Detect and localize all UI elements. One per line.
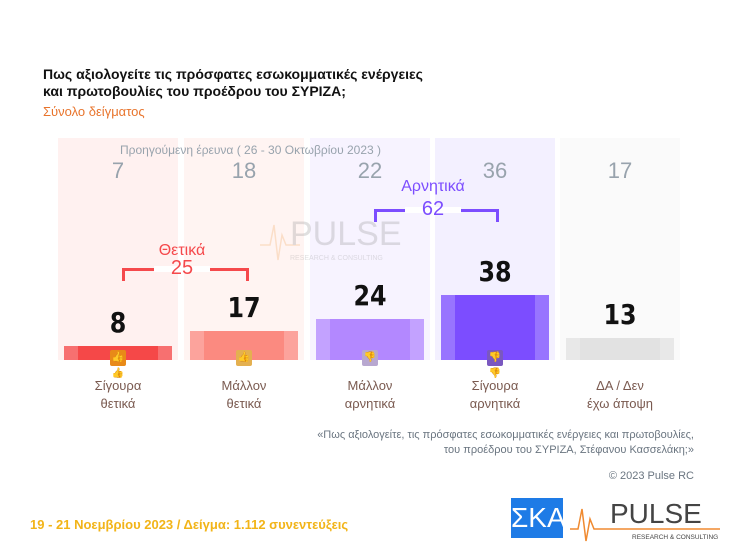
category-label: ΔΑ / Δεν έχω άποψη <box>560 377 680 413</box>
pulse-logo: PULSE RESEARCH & CONSULTING <box>570 498 720 542</box>
value-label: 38 <box>478 254 512 288</box>
pulse-watermark: PULSE RESEARCH & CONSULTING <box>260 215 402 262</box>
column-background <box>560 138 680 360</box>
previous-value: 36 <box>482 158 508 183</box>
category-label-line: Σίγουρα <box>471 378 519 393</box>
svg-text:PULSE: PULSE <box>290 215 402 253</box>
value-label: 17 <box>227 290 261 324</box>
bracket-gap <box>154 266 210 272</box>
bracket-gap <box>405 207 461 213</box>
double-thumbs-down-icon: 👎👎 <box>487 350 503 379</box>
category-label: Σίγουρα θετικά <box>58 377 178 413</box>
title-line-2: και πρωτοβουλίες του προέδρου του ΣΥΡΙΖΑ… <box>43 83 346 99</box>
group-label: Θετικά <box>158 242 206 259</box>
value-label: 24 <box>353 278 387 312</box>
question-quote: «Πως αξιολογείτε, τις πρόσφατες εσωκομμα… <box>317 428 694 458</box>
category-label-line: αρνητικά <box>469 396 521 411</box>
bar <box>566 337 674 360</box>
group-label: Αρνητικά <box>401 178 465 195</box>
group-total: 25 <box>170 257 194 279</box>
category-label: Σίγουρα αρνητικά <box>435 377 555 413</box>
value-label: 13 <box>603 297 637 331</box>
category-label: Μάλλον αρνητικά <box>310 377 430 413</box>
double-thumbs-up-icon: 👍👍 <box>110 350 126 379</box>
category-label: Μάλλον θετικά <box>184 377 304 413</box>
skai-logo: ΣΚΑΪ <box>511 498 573 538</box>
category-label-line: έχω άποψη <box>586 396 654 411</box>
category-label-line: θετικά <box>226 396 262 411</box>
value-label: 8 <box>109 306 127 340</box>
chart-subtitle: Σύνολο δείγματος <box>43 104 145 119</box>
previous-value: 7 <box>111 158 125 183</box>
previous-survey-label: Προηγούμενη έρευνα ( 26 - 30 Οκτωβρίου 2… <box>120 143 381 157</box>
survey-info: 19 - 21 Νοεμβρίου 2023 / Δείγμα: 1.112 σ… <box>30 517 349 532</box>
quote-line-1: «Πως αξιολογείτε, τις πρόσφατες εσωκομμα… <box>317 429 694 441</box>
copyright: © 2023 Pulse RC <box>608 470 694 482</box>
thumbs-down-icon: 👎 <box>362 350 378 366</box>
quote-line-2: του προέδρου του ΣΥΡΙΖΑ, Στέφανου Κασσελ… <box>443 444 694 456</box>
previous-value: 22 <box>357 158 383 183</box>
category-label-line: Μάλλον <box>221 378 267 393</box>
pulse-logo-subtext: RESEARCH & CONSULTING <box>632 534 718 541</box>
column-background <box>184 138 304 360</box>
category-label-line: θετικά <box>100 396 136 411</box>
thumbs-up-icon: 👍 <box>236 350 252 366</box>
pulse-logo-text: PULSE <box>610 498 702 529</box>
title-line-1: Πως αξιολογείτε τις πρόσφατες εσωκομματι… <box>43 66 423 82</box>
category-label-line: αρνητικά <box>344 396 396 411</box>
previous-value: 17 <box>607 158 633 183</box>
chart-title: Πως αξιολογείτε τις πρόσφατες εσωκομματι… <box>43 66 423 100</box>
group-total: 62 <box>421 198 445 220</box>
category-label-line: ΔΑ / Δεν <box>596 378 644 393</box>
bar <box>441 294 549 360</box>
svg-text:RESEARCH & CONSULTING: RESEARCH & CONSULTING <box>290 255 383 262</box>
previous-value: 18 <box>231 158 257 183</box>
category-label-line: Μάλλον <box>347 378 393 393</box>
column-background <box>58 138 178 360</box>
category-label-line: Σίγουρα <box>94 378 142 393</box>
